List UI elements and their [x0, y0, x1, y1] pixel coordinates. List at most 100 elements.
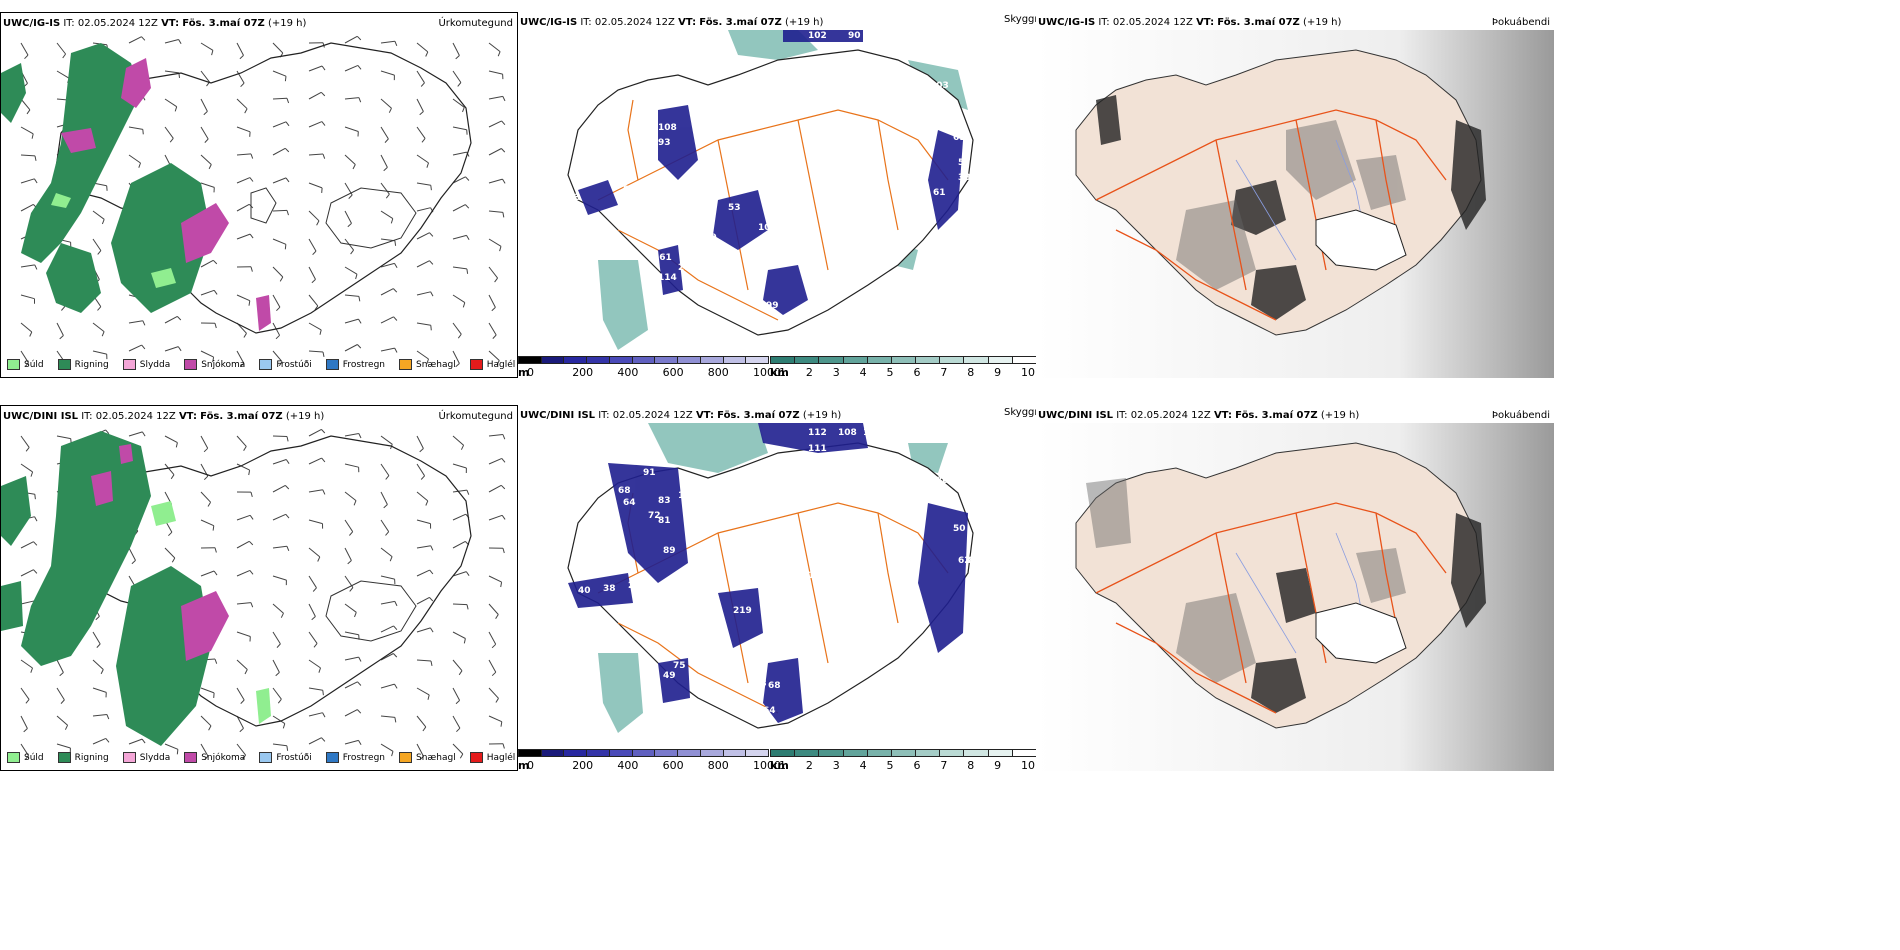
cloud-base-label: 111	[808, 444, 827, 454]
colorbar-segment	[654, 356, 679, 364]
wind-barb-flag	[275, 672, 280, 677]
legend-label: Frostregn	[342, 359, 386, 370]
wind-barb	[452, 151, 467, 156]
wind-barb-flag	[419, 448, 424, 453]
colorbar-segment	[818, 356, 844, 364]
wind-barb	[416, 126, 426, 139]
wind-barb	[416, 232, 430, 240]
colorbar-unit: km	[770, 759, 789, 771]
colorbar-segment	[563, 356, 588, 364]
colorbar-tick-label: 9	[994, 759, 1002, 771]
wind-barb-flag	[352, 164, 356, 170]
wind-barb-flag	[421, 138, 426, 143]
panel-variable-title: Úrkomutegund	[438, 18, 513, 29]
wind-barb-flag	[312, 250, 317, 256]
lead-time: (+19 h)	[1302, 17, 1342, 28]
legend-item: Snjókoma	[184, 359, 245, 370]
wind-barb-flag	[322, 690, 324, 696]
colorbar-segment	[915, 356, 941, 364]
wind-barb-flag	[347, 560, 352, 565]
wind-barb-flag	[429, 569, 434, 575]
wind-barb-flag	[499, 246, 502, 252]
wind-barb-flag	[212, 525, 215, 531]
wind-barb	[236, 569, 251, 577]
colorbar-segment	[963, 749, 989, 757]
it-label: IT:	[1098, 17, 1110, 28]
wind-barb	[308, 631, 318, 644]
visibility-colorbar: km 1 2 3 4 5 6 7 8 9 10	[770, 749, 1036, 771]
wind-barb	[308, 712, 323, 717]
init-time: 02.05.2024 12Z	[1112, 17, 1193, 28]
wind-barb	[488, 715, 503, 723]
wind-barb	[452, 126, 467, 131]
visibility-panel-bottom: 112 108 102 111 80 91 68 64 83 105 72 81 89 40 38 21 50 6…	[518, 405, 1036, 771]
wind-barb	[272, 147, 286, 156]
wind-barb-flag	[59, 335, 64, 340]
wind-barb-flag	[393, 316, 398, 321]
valid-time: Fös. 3.maí 07Z	[717, 410, 800, 421]
wind-barb	[236, 294, 251, 302]
cloud-base-label: 63	[758, 323, 771, 333]
wind-barb	[92, 238, 102, 251]
wind-barb	[488, 238, 502, 247]
wind-barb	[452, 294, 466, 304]
wind-barb-flag	[462, 107, 465, 113]
wind-barb	[236, 350, 245, 364]
wind-barb	[488, 70, 503, 75]
wind-barb	[308, 489, 323, 493]
wind-barb	[200, 259, 214, 268]
wind-barb-flag	[244, 669, 248, 675]
wind-barb	[20, 600, 35, 605]
wind-barb	[452, 540, 466, 549]
wind-barb-flag	[204, 755, 209, 761]
cloud-base-label: 29	[678, 263, 691, 273]
cloud-base-label: 90	[848, 31, 861, 41]
glacier-outline	[325, 187, 417, 249]
wind-barb	[344, 463, 359, 468]
wind-barb-flag	[358, 296, 361, 302]
wind-barb-flag	[31, 133, 34, 139]
wind-barb-flag	[462, 302, 466, 308]
wind-barb	[272, 603, 284, 614]
wind-barb-flag	[203, 475, 209, 481]
wind-barb	[488, 95, 503, 100]
wind-barb	[200, 743, 209, 757]
wind-barb-flag	[500, 484, 506, 490]
cloud-base-label: 91	[643, 468, 656, 478]
wind-barb-flag	[459, 753, 464, 759]
wind-barb	[164, 70, 179, 74]
wind-barb	[308, 659, 321, 669]
wind-barb	[56, 659, 64, 673]
panel-variable-title: Þokuábendi	[1491, 17, 1550, 28]
colorbar-segment	[518, 749, 542, 757]
wind-barb	[272, 575, 287, 581]
wind-barb-flag	[311, 616, 316, 621]
fog-map-top	[1036, 30, 1554, 378]
rain-areas	[1, 43, 211, 313]
cloud-base-label: 75	[673, 661, 686, 671]
wind-barb	[416, 627, 431, 633]
wind-barb	[200, 182, 215, 188]
wind-barb	[200, 570, 215, 577]
wind-barb-flag	[213, 570, 218, 576]
wind-barb	[308, 603, 316, 617]
wind-barb	[272, 484, 286, 493]
wind-barb	[452, 489, 467, 493]
wind-barb	[236, 70, 245, 84]
wind-barb-flag	[33, 569, 38, 574]
wind-barb	[416, 182, 431, 186]
panel-title: UWC/DINI ISL IT: 02.05.2024 12Z VT: Fös.…	[3, 411, 324, 423]
wind-barb-flag	[425, 500, 429, 506]
wind-barb-flag	[141, 431, 146, 437]
precip-map-top	[1, 35, 506, 368]
wind-barb	[20, 743, 30, 757]
wind-barb	[308, 65, 323, 72]
colorbar-segment	[540, 749, 565, 757]
colorbar-tick-label: 7	[940, 366, 948, 378]
colorbar-segment	[722, 749, 747, 757]
colorbar-segment	[842, 356, 868, 364]
wind-barb	[236, 687, 245, 701]
colorbar-segment	[518, 356, 542, 364]
wind-barb	[200, 289, 215, 296]
legend-item: Rigning	[57, 359, 109, 370]
